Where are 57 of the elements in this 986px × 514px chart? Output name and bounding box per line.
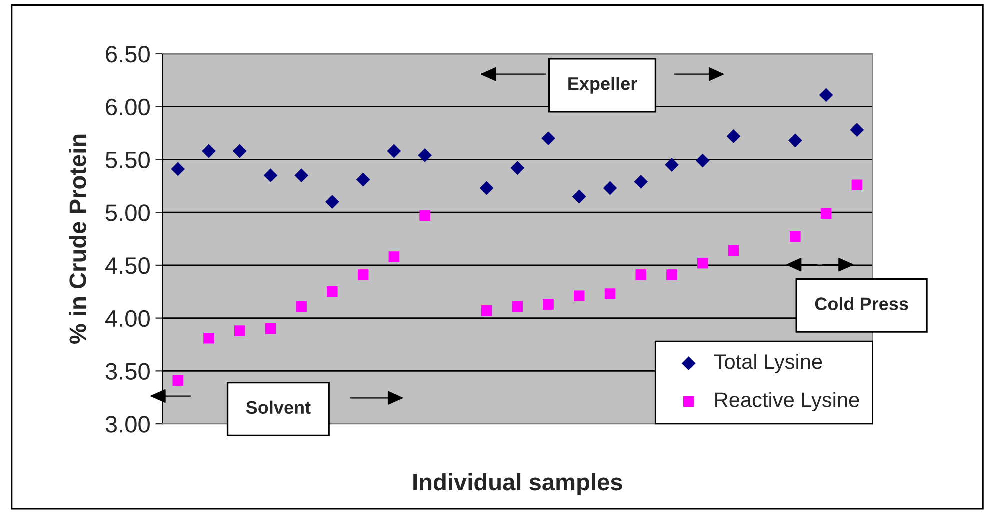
point: [790, 232, 801, 242]
y-tick-label: 6.00: [106, 98, 150, 116]
y-tick-label: 4.00: [105, 310, 150, 328]
y-tick-label: 5.00: [106, 204, 150, 222]
y-tick-label: 6.50: [106, 46, 150, 63]
point: [296, 301, 307, 312]
point: [852, 180, 863, 190]
point: [788, 134, 802, 148]
point: [634, 174, 648, 189]
point: [172, 375, 184, 386]
point: [358, 270, 369, 280]
point: [512, 301, 524, 312]
x-axis-title: Individual samples: [414, 473, 622, 496]
y-tick-label: 4.50: [105, 258, 150, 274]
point: [572, 190, 586, 204]
point: [356, 172, 370, 187]
annotation: Cold Press: [815, 297, 908, 310]
point: [665, 158, 679, 172]
point: [481, 306, 492, 316]
point: [264, 168, 278, 183]
point: [666, 270, 678, 280]
annotation: Expeller: [568, 77, 638, 94]
point: [820, 208, 832, 220]
point: [294, 168, 309, 183]
point: [696, 154, 710, 168]
point: [542, 132, 556, 146]
point: [420, 210, 430, 222]
point: [850, 123, 864, 138]
point: [171, 162, 186, 176]
point: [232, 144, 247, 158]
y-tick-label: 3.50: [106, 363, 150, 380]
y-axis-title: % in Crude Protein: [69, 134, 86, 344]
point: [204, 333, 214, 344]
point: [574, 290, 585, 302]
point: [234, 326, 246, 336]
point: [480, 181, 494, 196]
point: [603, 181, 618, 196]
point: [726, 130, 741, 144]
legend-label: Reactive Lysine: [716, 392, 860, 412]
point: [265, 324, 276, 334]
point: [327, 286, 338, 298]
point: [819, 88, 834, 102]
point: [604, 288, 616, 300]
point: [697, 258, 708, 269]
point: [543, 299, 554, 310]
y-tick-label: 3.00: [106, 416, 150, 433]
y-tick-label: 5.50: [106, 152, 150, 168]
point: [326, 195, 340, 209]
point: [636, 270, 646, 280]
legend-label: Total Lysine: [714, 354, 822, 374]
point: [387, 144, 402, 158]
point: [388, 252, 400, 262]
annotation: Solvent: [246, 400, 311, 414]
point: [510, 161, 525, 176]
point: [418, 148, 432, 162]
point: [202, 144, 216, 158]
point: [728, 245, 740, 256]
